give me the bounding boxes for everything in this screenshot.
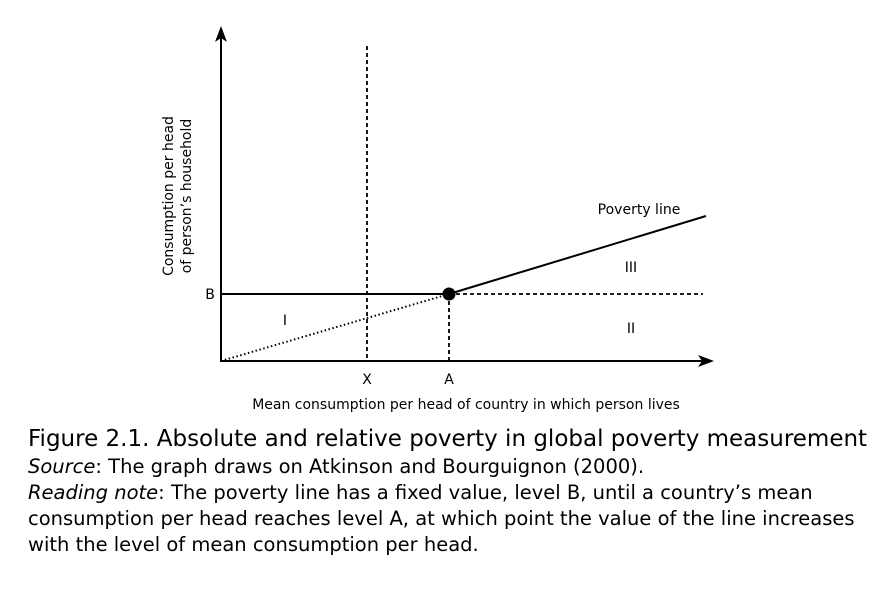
source-text: : The graph draws on Atkinson and Bourgu… xyxy=(95,455,645,478)
reading-note-text: : The poverty line has a fixed value, le… xyxy=(28,481,855,556)
y-axis-label-line2: of person’s household xyxy=(179,119,195,274)
reading-note-label: Reading note xyxy=(28,481,159,504)
poverty-line-label: Poverty line xyxy=(598,202,681,218)
figure-title: Figure 2.1. Absolute and relative povert… xyxy=(28,426,868,452)
reading-note: Reading note: The poverty line has a fix… xyxy=(28,480,868,558)
poverty-line-diagram: B X A Mean consumption per head of count… xyxy=(161,26,714,413)
tick-label-x: X xyxy=(362,372,372,388)
tick-label-a: A xyxy=(444,372,454,388)
region-label-3: III xyxy=(625,260,637,276)
source-label: Source xyxy=(28,455,96,478)
kink-point xyxy=(442,287,456,301)
y-axis-label-line1: Consumption per head xyxy=(161,116,177,276)
poverty-line-rising xyxy=(448,215,707,295)
x-axis-label: Mean consumption per head of country in … xyxy=(252,397,680,413)
region-label-1: I xyxy=(283,313,287,329)
figure-caption: Figure 2.1. Absolute and relative povert… xyxy=(28,424,868,558)
source-line: Source: The graph draws on Atkinson and … xyxy=(28,454,868,480)
relative-dotted-line xyxy=(220,293,450,362)
tick-label-b: B xyxy=(205,287,215,303)
x-axis-arrow-icon xyxy=(698,355,714,367)
y-axis-arrow-icon xyxy=(215,26,227,42)
region-label-2: II xyxy=(627,321,635,337)
